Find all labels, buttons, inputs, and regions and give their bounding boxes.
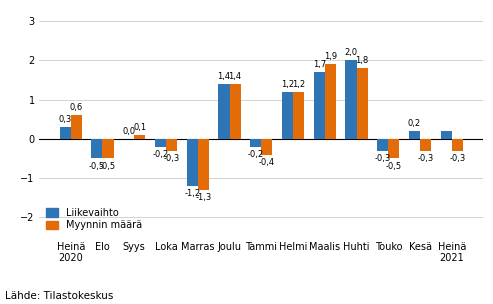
Bar [230,84,241,139]
Text: 1,4: 1,4 [217,72,231,81]
Text: 1,2: 1,2 [292,80,305,88]
Text: -0,3: -0,3 [449,154,465,163]
Bar [346,60,356,139]
Bar [103,139,113,158]
Text: 1,8: 1,8 [355,56,369,65]
Text: 1,9: 1,9 [324,52,337,61]
Text: 0,1: 0,1 [133,123,146,132]
Text: -0,5: -0,5 [100,162,116,171]
Bar [282,92,293,139]
Text: 2,0: 2,0 [345,48,357,57]
Bar [187,139,198,186]
Bar [441,131,452,139]
Bar [70,115,82,139]
Bar [409,131,420,139]
Bar [452,139,463,151]
Text: -0,2: -0,2 [247,150,264,159]
Bar [155,139,166,147]
Bar [91,139,103,158]
Text: -0,4: -0,4 [259,158,275,167]
Text: 1,7: 1,7 [313,60,326,69]
Bar [166,139,177,151]
Text: -1,3: -1,3 [195,193,211,202]
Bar [250,139,261,147]
Bar [420,139,431,151]
Text: 0,2: 0,2 [408,119,421,128]
Text: -1,2: -1,2 [184,189,200,198]
Bar [314,72,325,139]
Text: 0,3: 0,3 [59,115,72,124]
Text: -0,3: -0,3 [375,154,391,163]
Text: -0,5: -0,5 [89,162,105,171]
Bar [134,135,145,139]
Bar [60,127,70,139]
Bar [198,139,209,190]
Text: -0,2: -0,2 [152,150,169,159]
Text: -0,3: -0,3 [418,154,434,163]
Text: -0,5: -0,5 [386,162,402,171]
Bar [356,68,368,139]
Text: 1,4: 1,4 [229,72,242,81]
Legend: Liikevaihto, Myynnin määrä: Liikevaihto, Myynnin määrä [44,206,144,232]
Bar [218,84,230,139]
Text: -0,3: -0,3 [164,154,179,163]
Bar [261,139,273,154]
Bar [325,64,336,139]
Bar [388,139,399,158]
Text: 1,2: 1,2 [281,80,294,88]
Text: 0,6: 0,6 [70,103,83,112]
Text: 0,0: 0,0 [122,127,135,136]
Bar [293,92,304,139]
Bar [377,139,388,151]
Text: Lähde: Tilastokeskus: Lähde: Tilastokeskus [5,291,113,301]
